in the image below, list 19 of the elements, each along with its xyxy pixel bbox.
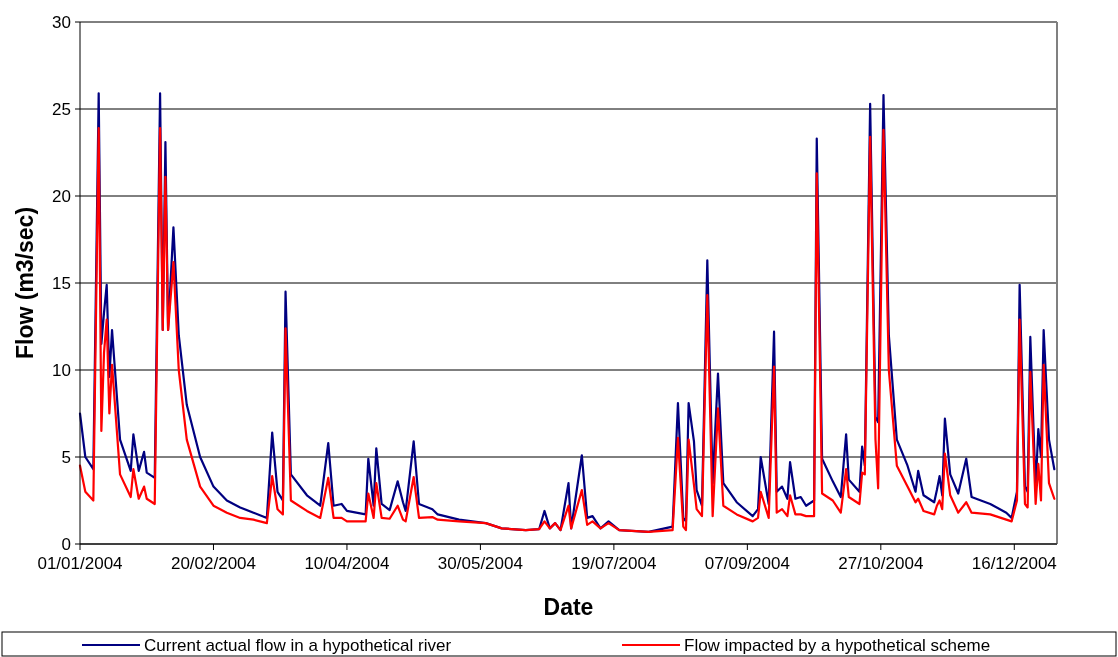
x-axis-title: Date: [543, 594, 594, 620]
y-tick-label: 20: [52, 186, 71, 206]
x-tick-label: 19/07/2004: [571, 554, 657, 573]
y-tick-label: 25: [52, 99, 71, 119]
x-tick-label: 01/01/2004: [37, 554, 123, 573]
y-tick-label: 10: [52, 360, 71, 380]
legend-label: Flow impacted by a hypothetical scheme: [684, 635, 991, 655]
x-tick-label: 10/04/2004: [304, 554, 390, 573]
x-tick-label: 20/02/2004: [170, 554, 257, 573]
x-tick-label: 16/12/2004: [971, 554, 1057, 573]
legend-label: Current actual flow in a hypothetical river: [144, 635, 452, 655]
y-tick-label: 5: [61, 447, 71, 467]
x-tick-label: 27/10/2004: [838, 554, 924, 573]
y-tick-label: 15: [52, 273, 71, 293]
x-tick-label: 30/05/2004: [437, 554, 523, 573]
y-tick-label: 30: [52, 12, 71, 32]
y-axis-title: Flow (m3/sec): [12, 206, 38, 360]
x-tick-label: 07/09/2004: [704, 554, 790, 573]
y-tick-label: 0: [61, 534, 71, 554]
